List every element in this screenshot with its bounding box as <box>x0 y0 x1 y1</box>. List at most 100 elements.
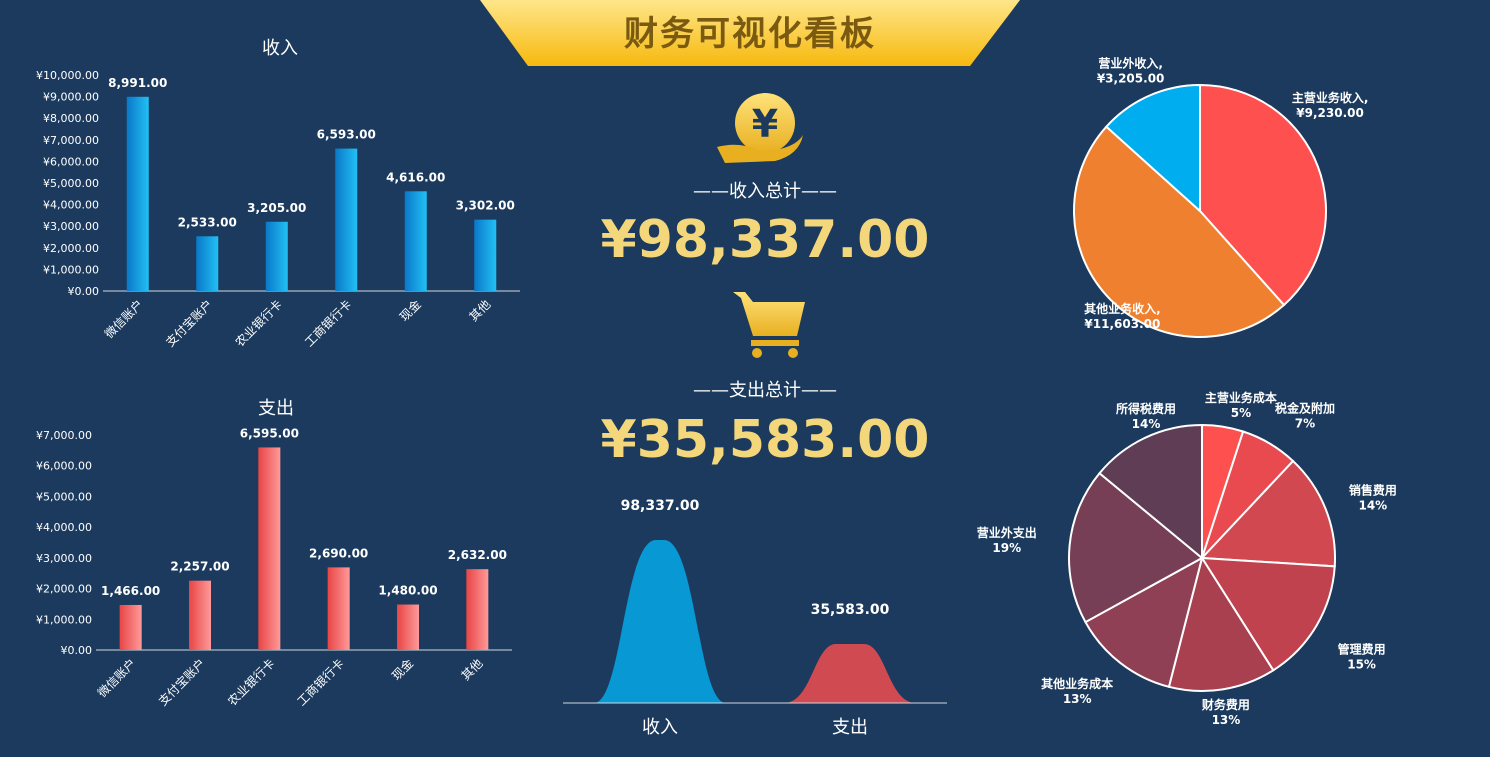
x-tick-label: 收入 <box>642 717 678 738</box>
title-banner-shape <box>480 0 1020 66</box>
pie-slice-label: 13% <box>1212 713 1241 727</box>
y-tick-label: ¥0.00 <box>68 285 100 298</box>
bar-value-label: 2,533.00 <box>178 215 237 229</box>
bar-value-label: 6,593.00 <box>317 128 376 142</box>
y-tick-label: ¥2,000.00 <box>43 242 99 255</box>
y-tick-label: ¥8,000.00 <box>43 112 99 125</box>
income-pie-svg: 主营业务收入,¥9,230.00 其他业务收入,¥11,603.00 营业外收入,¥… <box>1073 56 1369 338</box>
y-tick-label: ¥4,000.00 <box>43 199 99 212</box>
x-tick-label: 现金 <box>396 297 424 325</box>
title-banner: 财务可视化看板 <box>480 0 1020 66</box>
x-tick-label: 支付宝账户 <box>162 297 215 350</box>
expense-pie-chart: 主营业务成本 5% 税金及附加 7% 销售费用 14% 管理费用 15% 财务费用 13% 其他业务… <box>977 390 1480 750</box>
income-bar-svg: ¥0.00 ¥1,000.00 ¥2,000.00 ¥3,000.00 ¥4,000.0… <box>36 69 520 350</box>
expense-bar-chart: 支出 ¥0.00 ¥1,000.00 ¥2,000.00 ¥3,000.00 ¥4,00… <box>0 390 540 730</box>
income-summary: ¥ ——收入总计—— ¥98,337.00 <box>565 93 965 285</box>
pie-slice-name: 主营业务收入, <box>1292 90 1369 105</box>
bar[interactable] <box>196 236 219 291</box>
bar[interactable] <box>258 447 281 650</box>
bar-value-label: 2,632.00 <box>448 548 507 562</box>
y-tick-label: ¥1,000.00 <box>36 613 92 626</box>
income-bar-chart: 收入 ¥0.00 ¥1,000.00 ¥2,000.00 ¥3,000.00 ¥4,00… <box>0 30 540 370</box>
expense-bar-svg: ¥0.00 ¥1,000.00 ¥2,000.00 ¥3,000.00 ¥4,000.0… <box>36 426 512 709</box>
pie-slice-name: 其他业务成本 <box>1041 676 1113 691</box>
y-tick-label: ¥6,000.00 <box>43 155 99 168</box>
bar-value-label: 8,991.00 <box>108 76 167 90</box>
y-tick-label: ¥4,000.00 <box>36 521 92 534</box>
compare-area-chart: 98,337.00 收入 35,583.00 支出 <box>560 490 960 750</box>
pie-slice-name: 财务费用 <box>1201 697 1250 712</box>
cart-icon <box>733 292 805 358</box>
y-tick-label: ¥0.00 <box>61 644 93 657</box>
bar[interactable] <box>327 567 350 650</box>
hand-yen-icon: ¥ <box>717 93 803 163</box>
pie-slice-label: 15% <box>1347 658 1376 672</box>
x-tick-label: 现金 <box>389 656 417 684</box>
expense-total-value: ¥35,583.00 <box>600 410 930 470</box>
x-tick-label: 工商银行卡 <box>294 656 347 709</box>
bar[interactable] <box>474 219 497 291</box>
expense-chart-title: 支出 <box>258 398 294 419</box>
y-tick-label: ¥6,000.00 <box>36 460 92 473</box>
x-tick-label: 支出 <box>832 717 868 738</box>
pie-slice-name: 其他业务收入, <box>1084 301 1161 316</box>
pie-slice-label: 13% <box>1063 692 1092 706</box>
bar[interactable] <box>466 569 489 650</box>
pie-slice[interactable] <box>1068 471 1204 624</box>
bar-value-label: 6,595.00 <box>240 426 299 440</box>
y-tick-label: ¥1,000.00 <box>43 263 99 276</box>
compare-area-svg: 98,337.00 收入 35,583.00 支出 <box>563 498 947 738</box>
x-tick-label: 农业银行卡 <box>233 297 285 349</box>
y-tick-label: ¥7,000.00 <box>43 134 99 147</box>
pie-slice[interactable] <box>1199 83 1327 307</box>
x-tick-label: 其他 <box>459 656 486 683</box>
pie-slice[interactable] <box>1084 556 1204 689</box>
bar[interactable] <box>404 191 427 291</box>
bar[interactable] <box>397 604 419 650</box>
area-value-label: 35,583.00 <box>811 602 890 618</box>
bar-value-label: 2,257.00 <box>170 560 229 574</box>
pie-slice[interactable] <box>1098 423 1203 561</box>
x-tick-label: 农业银行卡 <box>225 656 277 708</box>
y-tick-label: ¥2,000.00 <box>36 583 92 596</box>
pie-slice-label: 14% <box>1132 417 1161 431</box>
bar[interactable] <box>119 604 142 650</box>
pie-slice-label: ¥11,603.00 <box>1084 317 1160 331</box>
area-shape[interactable] <box>594 540 726 703</box>
pie-slice-label: 19% <box>992 541 1021 555</box>
pie-slice[interactable] <box>1199 459 1336 568</box>
page-title: 财务可视化看板 <box>624 14 876 54</box>
y-tick-label: ¥3,000.00 <box>36 552 92 565</box>
income-pie-chart: 主营业务收入, ¥9,230.00 其他业务收入, ¥11,603.00 营业外收入, ¥… <box>1000 50 1480 370</box>
income-total-value: ¥98,337.00 <box>600 210 930 270</box>
pie-slice-label: ¥3,205.00 <box>1097 72 1165 86</box>
bar-value-label: 4,616.00 <box>386 170 445 184</box>
pie-slice-label: 5% <box>1231 406 1251 420</box>
bar-value-label: 1,466.00 <box>101 584 160 598</box>
x-tick-label: 工商银行卡 <box>301 297 354 350</box>
pie-slice[interactable] <box>1167 555 1275 692</box>
y-tick-label: ¥5,000.00 <box>43 177 99 190</box>
y-tick-label: ¥9,000.00 <box>43 91 99 104</box>
pie-slice[interactable] <box>1200 556 1336 672</box>
bar[interactable] <box>335 148 358 291</box>
pie-slice[interactable] <box>1073 125 1286 338</box>
x-tick-label: 其他 <box>466 297 493 324</box>
bar[interactable] <box>126 96 149 291</box>
bar-value-label: 2,690.00 <box>309 546 368 560</box>
pie-slice[interactable] <box>1104 83 1201 214</box>
area-value-label: 98,337.00 <box>621 498 700 514</box>
pie-slice-name: 管理费用 <box>1338 642 1386 657</box>
pie-slice-name: 所得税费用 <box>1116 401 1176 416</box>
bar-value-label: 1,480.00 <box>378 584 437 598</box>
x-tick-label: 微信账户 <box>101 297 146 342</box>
bar[interactable] <box>189 580 211 650</box>
svg-text:¥: ¥ <box>752 102 778 146</box>
pie-slice-name: 税金及附加 <box>1275 401 1335 416</box>
pie-slice-label: ¥9,230.00 <box>1296 106 1364 120</box>
bar[interactable] <box>265 221 288 291</box>
pie-slice-name: 营业外收入, <box>1098 56 1163 71</box>
area-shape[interactable] <box>784 644 916 703</box>
income-total-label: ——收入总计—— <box>693 181 837 202</box>
